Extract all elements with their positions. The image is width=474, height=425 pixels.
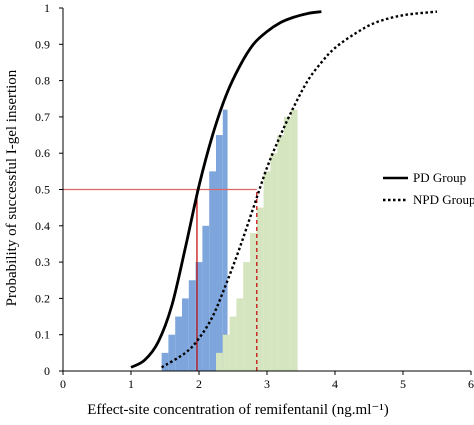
bar-pd-group [222, 109, 228, 371]
y-tick-label: 0.2 [35, 291, 50, 305]
bar-pd-group [168, 334, 176, 371]
legend-label-pd-group: PD Group [413, 170, 466, 185]
bar-npd-group [216, 352, 223, 371]
axes-layer: 0 1 2 3 4 5 6 0 0.1 0.2 0.3 0.4 0.5 0.6 0.7 0.8 0.9 1 [35, 1, 474, 391]
reference-lines-layer [63, 188, 258, 371]
bar-npd-group [290, 109, 298, 371]
x-tick-label: 3 [264, 377, 270, 391]
x-axis-label: Effect-site concentration of remifentani… [87, 402, 389, 418]
bar-npd-group [270, 153, 278, 371]
legend-label-npd-group: NPD Group [413, 192, 474, 207]
bar-npd-group [256, 207, 264, 371]
y-tick-label: 0.6 [35, 146, 50, 160]
x-tick-label: 1 [128, 377, 134, 391]
y-tick-label: 0 [44, 364, 50, 378]
bar-npd-group [277, 135, 284, 371]
bar-pd-group [209, 171, 216, 371]
y-axis-label: Probability of successful I-gel insertio… [4, 69, 20, 306]
bar-pd-group [161, 352, 169, 371]
series-line-pd-group [130, 10, 322, 369]
bar-npd-group [263, 171, 271, 371]
bar-npd-group [250, 233, 257, 371]
x-tick-label: 0 [60, 377, 66, 391]
bar-pd-group [195, 262, 203, 371]
y-tick-label: 0.9 [35, 37, 50, 51]
bar-pd-group [188, 280, 196, 371]
bar-pd-group [175, 316, 182, 371]
bar-npd-group [236, 298, 244, 371]
x-tick-label: 5 [400, 377, 406, 391]
y-tick-label: 0.8 [35, 74, 50, 88]
bar-npd-group [229, 316, 237, 371]
y-tick-label: 0.7 [35, 110, 50, 124]
x-tick-label: 4 [332, 377, 338, 391]
y-tick-label: 0.3 [35, 255, 50, 269]
bars-layer [161, 109, 298, 372]
legend: PD Group NPD Group [383, 170, 474, 207]
bar-npd-group [284, 116, 291, 372]
x-tick-label: 6 [468, 377, 474, 391]
y-tick-label: 0.1 [35, 328, 50, 342]
bar-pd-group [202, 225, 210, 371]
y-tick-label: 1 [44, 1, 50, 15]
series-line-npd-group [160, 10, 438, 369]
curves-layer [130, 10, 438, 369]
bar-npd-group [222, 334, 230, 371]
y-tick-label: 0.5 [35, 183, 50, 197]
x-tick-label: 2 [196, 377, 202, 391]
bar-npd-group [243, 262, 250, 371]
bar-pd-group [182, 298, 189, 371]
y-tick-label: 0.4 [35, 219, 50, 233]
bar-pd-group [216, 135, 223, 371]
